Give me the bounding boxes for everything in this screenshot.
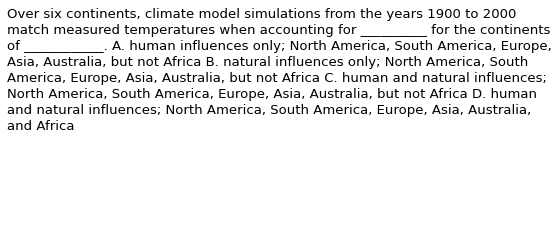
Text: Over six continents, climate model simulations from the years 1900 to 2000 match: Over six continents, climate model simul…	[7, 8, 552, 132]
